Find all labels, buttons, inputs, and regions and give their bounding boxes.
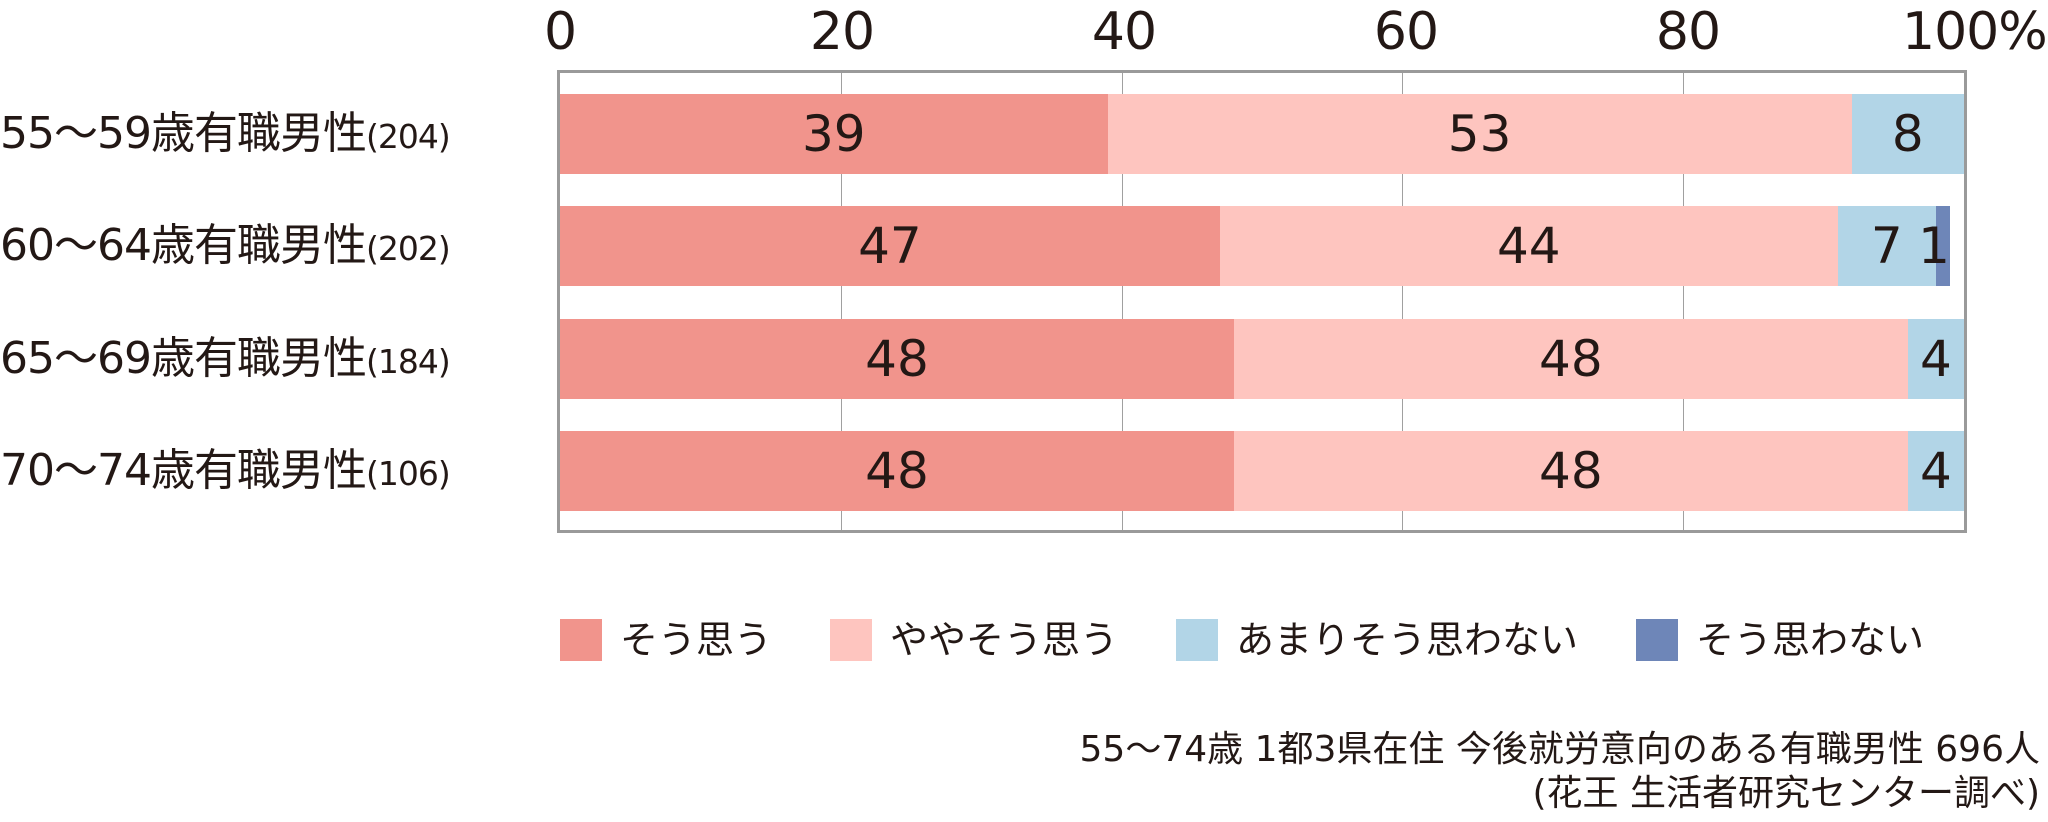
bar-row: 48 48 4 <box>560 319 1964 399</box>
row-label-text: 65〜69歳有職男性 <box>0 333 367 384</box>
legend-label: そう思わない <box>1696 618 1925 662</box>
legend-swatch <box>1176 619 1219 661</box>
segment-somewhat-agree: 44 <box>1219 206 1838 286</box>
segment-agree: 47 <box>560 206 1220 286</box>
legend-item-disagree: そう思わない <box>1636 618 1924 662</box>
x-tick-60: 60 <box>1373 2 1439 62</box>
gridline-20 <box>840 73 842 530</box>
segment-somewhat-disagree: 8 <box>1851 94 1964 174</box>
segment-somewhat-disagree: 4 <box>1907 319 1964 399</box>
legend-item-somewhat-disagree: あまりそう思わない <box>1176 618 1578 662</box>
segment-somewhat-disagree: 7 <box>1837 206 1936 286</box>
legend-label: そう思う <box>620 618 773 662</box>
source-note: (花王 生活者研究センター調べ) <box>1532 773 2040 814</box>
x-tick-80: 80 <box>1655 2 1721 62</box>
row-label-60-64: 60〜64歳有職男性(202) <box>0 216 451 279</box>
row-label-count: (106) <box>365 454 451 493</box>
bar-row: 474471 <box>560 206 1964 286</box>
legend-swatch <box>1636 619 1679 661</box>
survey-note: 55〜74歳 1都3県在住 今後就労意向のある有職男性 696人 <box>1079 729 2040 770</box>
segment-agree: 39 <box>560 94 1108 174</box>
x-tick-40: 40 <box>1091 2 1157 62</box>
segment-somewhat-agree: 48 <box>1233 319 1908 399</box>
legend-swatch <box>560 619 602 661</box>
gridline-40 <box>1121 73 1123 530</box>
legend-swatch <box>830 619 873 661</box>
row-label-70-74: 70〜74歳有職男性(106) <box>0 441 451 504</box>
row-label-text: 70〜74歳有職男性 <box>0 445 367 496</box>
x-tick-20: 20 <box>809 2 875 62</box>
bar-row: 48 48 4 <box>560 431 1964 511</box>
legend-label: ややそう思う <box>890 618 1119 662</box>
legend-item-agree: そう思う <box>560 618 772 662</box>
gridline-60 <box>1402 73 1404 530</box>
row-label-55-59: 55〜59歳有職男性(204) <box>0 104 451 167</box>
bar-row: 39 53 8 <box>560 94 1964 174</box>
row-label-count: (184) <box>365 342 451 381</box>
segment-agree: 48 <box>560 319 1234 399</box>
segment-somewhat-disagree: 4 <box>1907 431 1964 511</box>
segment-somewhat-agree: 53 <box>1107 94 1852 174</box>
row-label-count: (204) <box>365 117 451 156</box>
x-tick-100: 100% <box>1902 2 2048 62</box>
x-tick-0: 0 <box>543 2 577 62</box>
row-label-65-69: 65〜69歳有職男性(184) <box>0 329 451 392</box>
segment-disagree: 1 <box>1918 206 1950 286</box>
gridline-80 <box>1683 73 1685 530</box>
row-label-text: 60〜64歳有職男性 <box>0 220 367 271</box>
legend-label: あまりそう思わない <box>1236 618 1579 662</box>
row-label-count: (202) <box>365 229 451 268</box>
legend: そう思う ややそう思う あまりそう思わない そう思わない <box>560 618 1982 662</box>
segment-agree: 48 <box>560 431 1234 511</box>
row-label-text: 55〜59歳有職男性 <box>0 108 367 159</box>
legend-item-somewhat-agree: ややそう思う <box>830 618 1118 662</box>
segment-somewhat-agree: 48 <box>1233 431 1908 511</box>
